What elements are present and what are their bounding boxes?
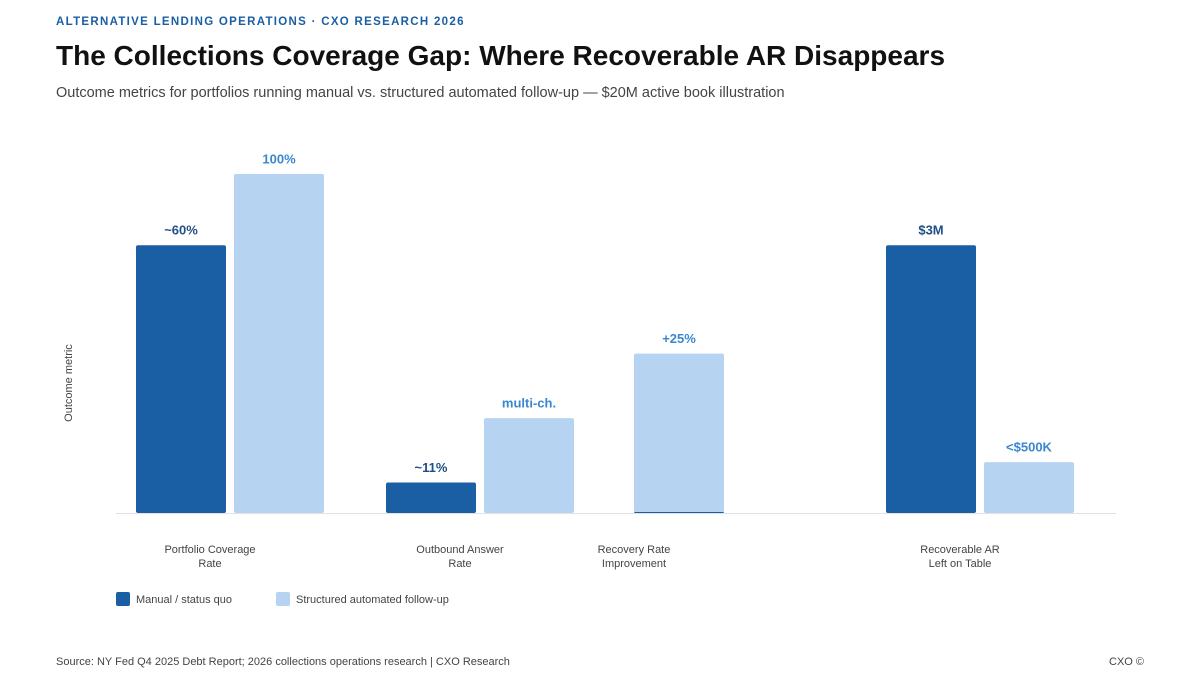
legend-swatch [276,592,290,606]
x-tick-label: Recoverable AR Left on Table [920,544,1000,570]
bar [484,418,574,513]
brand: CXO © [1109,656,1144,668]
value-label: $3M [918,223,943,238]
bar [234,174,324,513]
x-tick-label: Outbound Answer Rate [416,544,504,570]
bar [386,482,476,513]
legend-label: Structured automated follow-up [296,594,449,606]
bar [136,245,226,513]
value-label: ~11% [415,460,448,475]
bar [886,245,976,513]
bar [634,511,724,513]
y-axis-label: Outcome metric [63,344,75,422]
x-tick-label: Portfolio Coverage Rate [164,544,256,570]
bar [634,353,724,513]
value-label: multi-ch. [502,396,556,411]
value-label: +25% [662,331,696,346]
x-tick-label: Recovery Rate Improvement [597,544,671,570]
legend-label: Manual / status quo [136,594,232,606]
legend-swatch [116,592,130,606]
value-label: <$500K [1006,440,1053,455]
chart-title: The Collections Coverage Gap: Where Reco… [56,40,946,71]
value-label: 100% [262,151,296,166]
chart-subtitle: Outcome metrics for portfolios running m… [56,85,785,101]
eyebrow: ALTERNATIVE LENDING OPERATIONS · CXO RES… [56,16,465,28]
source-note: Source: NY Fed Q4 2025 Debt Report; 2026… [56,656,510,668]
bar [984,462,1074,513]
value-label: ~60% [164,223,198,238]
